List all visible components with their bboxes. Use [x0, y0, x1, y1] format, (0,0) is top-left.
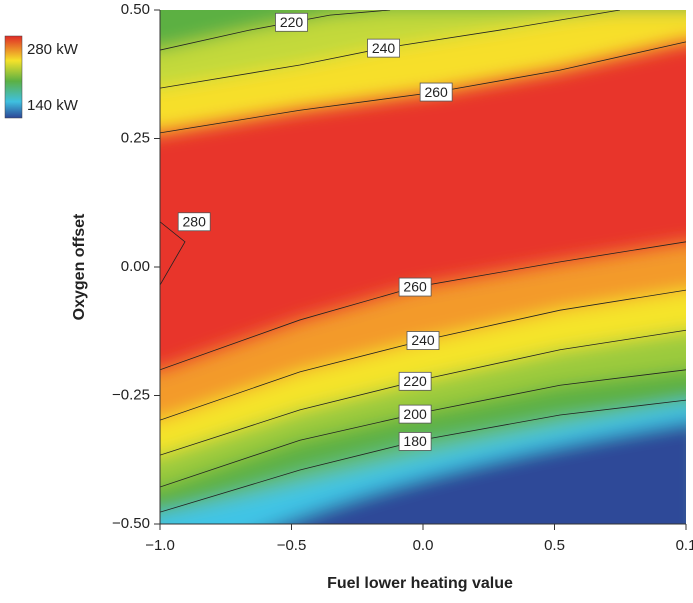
- y-tick-label: 0.50: [121, 1, 150, 18]
- colorbar-label: 140 kW: [27, 97, 79, 114]
- contour-label-box: [406, 331, 440, 350]
- contour-label: 200: [403, 406, 427, 422]
- colorbar-label: 280 kW: [27, 41, 79, 58]
- contour-label: 220: [280, 14, 304, 30]
- plot-area: 220 240 260 280 260 240 220 200 180: [160, 10, 686, 524]
- contour-label-box: [275, 12, 308, 32]
- contour-label: 240: [411, 332, 435, 348]
- colorbar: [4, 35, 23, 119]
- contour-label-box: [398, 277, 432, 297]
- contour-label: 220: [403, 373, 427, 389]
- y-tick-label: −0.25: [112, 386, 150, 403]
- low-region: [280, 422, 686, 524]
- x-tick-label: −1.0: [145, 537, 175, 554]
- contour-label: 260: [424, 84, 448, 100]
- contour-label-box: [177, 212, 211, 232]
- contour-label: 280: [183, 213, 207, 229]
- contour-label: 180: [403, 433, 427, 449]
- contour-lines: 220 240 260 280 260 240 220 200 180: [160, 10, 686, 513]
- contour-label: 240: [372, 40, 396, 56]
- y-tick-label: 0.00: [121, 258, 150, 275]
- x-tick-label: 0.1: [676, 537, 693, 554]
- y-tick-label: 0.25: [121, 129, 150, 146]
- contour-line: [160, 221, 186, 286]
- contour-label-box: [398, 371, 432, 391]
- x-tick-label: 0.5: [544, 537, 565, 554]
- y-tick-label: −0.50: [112, 515, 150, 532]
- x-tick-label: 0.0: [413, 537, 434, 554]
- contour-label-box: [398, 432, 432, 451]
- contour-label-box: [367, 38, 400, 58]
- x-axis-title: Fuel lower heating value: [327, 575, 513, 592]
- contour-label-box: [419, 82, 453, 102]
- contour-label-box: [398, 404, 432, 424]
- y-axis-title: Oxygen offset: [71, 213, 88, 320]
- contour-label: 260: [403, 279, 427, 295]
- x-tick-label: −0.5: [277, 537, 307, 554]
